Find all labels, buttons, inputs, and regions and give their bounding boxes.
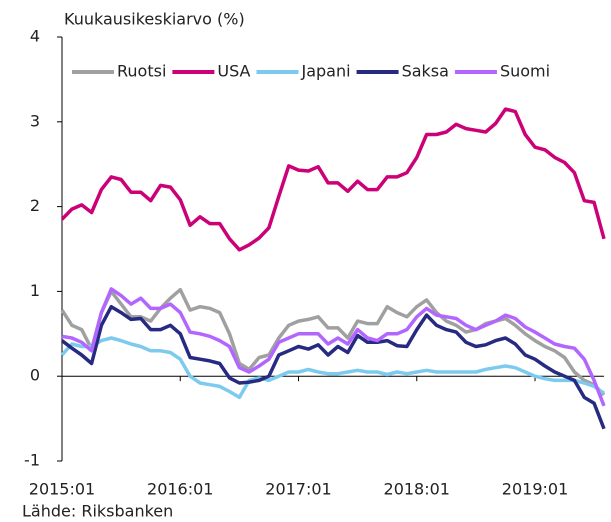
y-tick-label: 3: [30, 111, 40, 130]
legend-label: Saksa: [402, 62, 449, 81]
series-line: [60, 107, 606, 252]
y-tick-label: 0: [30, 366, 40, 385]
y-tick-label: -1: [24, 451, 40, 470]
y-tick-label: 1: [30, 281, 40, 300]
series-line: [60, 287, 606, 397]
source-note: Lähde: Riksbanken: [22, 502, 173, 521]
x-tick-label: 2016:01: [147, 480, 213, 499]
y-axis-label: Kuukausikeskiarvo (%): [64, 10, 245, 29]
y-tick-label: 4: [30, 27, 40, 46]
series-line: [60, 304, 606, 430]
legend-label: Ruotsi: [117, 62, 166, 81]
y-tick-label: 2: [30, 196, 40, 215]
legend-label: USA: [217, 62, 250, 81]
x-tick-label: 2015:01: [29, 480, 95, 499]
x-tick-label: 2017:01: [265, 480, 331, 499]
series-line: [60, 336, 605, 400]
x-tick-label: 2018:01: [384, 480, 450, 499]
x-tick-label: 2019:01: [502, 480, 568, 499]
legend-label: Suomi: [500, 62, 550, 81]
series-line: [61, 287, 606, 407]
legend-label: Japani: [301, 62, 351, 81]
